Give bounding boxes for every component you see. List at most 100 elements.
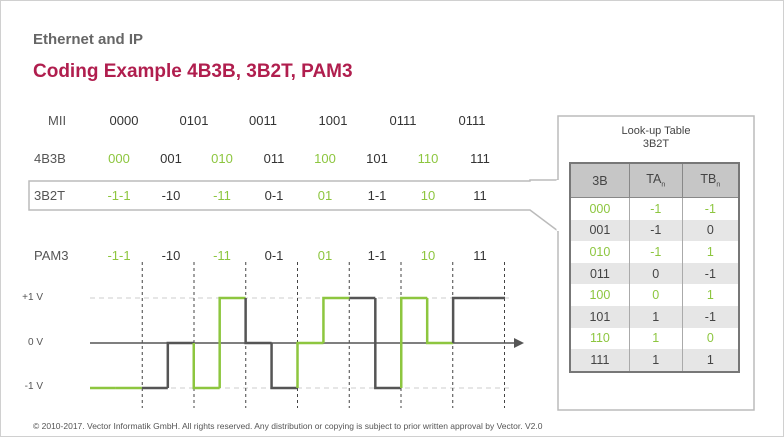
cell-3b: 111 bbox=[570, 349, 630, 372]
mii-code: 1001 bbox=[318, 113, 348, 128]
waveform-segment bbox=[374, 298, 402, 390]
cell-tb: 1 bbox=[682, 349, 740, 372]
3b2t-code: 0-1 bbox=[264, 188, 284, 203]
pam3-code: -1-1 bbox=[107, 248, 131, 263]
cell-ta: 0 bbox=[629, 262, 683, 285]
3b2t-code: 10 bbox=[420, 188, 436, 203]
voltage-label-plus1: +1 V bbox=[22, 292, 43, 303]
table-row: 010 -1 1 bbox=[570, 241, 740, 263]
cell-3b: 011 bbox=[570, 262, 630, 285]
col-header-3b-label: 3B bbox=[592, 173, 608, 188]
cell-tb: -1 bbox=[682, 305, 740, 328]
row-label-mii: MII bbox=[48, 113, 67, 128]
table-row: 111 1 1 bbox=[570, 349, 740, 372]
col-header-ta-sub: n bbox=[661, 181, 666, 189]
cell-ta: 1 bbox=[629, 327, 683, 350]
lookup-box bbox=[557, 115, 755, 411]
pam3-code: 10 bbox=[420, 248, 436, 263]
pam3-code: -11 bbox=[213, 248, 231, 263]
cell-ta: -1 bbox=[629, 241, 683, 263]
3b2t-code: 01 bbox=[317, 188, 333, 203]
cell-3b: 000 bbox=[570, 197, 630, 220]
4b3b-code: 000 bbox=[108, 151, 130, 166]
cell-ta: -1 bbox=[629, 219, 683, 242]
cell-ta: 1 bbox=[629, 349, 683, 372]
pam3-code: 1-1 bbox=[367, 248, 387, 263]
lookup-table: 3B TAn TBn 000 -1 -1 001 -1 0 010 -1 1 011 0 -1 … bbox=[569, 162, 740, 373]
waveform-segment bbox=[296, 341, 324, 388]
waveform-segment bbox=[270, 343, 298, 390]
4b3b-code: 011 bbox=[263, 151, 285, 166]
waveform-segment bbox=[192, 343, 220, 390]
waveform-segment bbox=[218, 296, 246, 388]
3b2t-code: 11 bbox=[473, 188, 487, 203]
col-header-ta: TAn bbox=[628, 162, 683, 198]
voltage-label-zero: 0 V bbox=[27, 337, 43, 348]
waveform-segment bbox=[244, 298, 272, 345]
col-header-tb-label: TB bbox=[700, 172, 717, 187]
pam3-code: 01 bbox=[317, 248, 333, 263]
col-header-3b: 3B bbox=[569, 162, 630, 198]
cell-tb: 1 bbox=[682, 241, 740, 263]
cell-3b: 110 bbox=[570, 327, 630, 350]
4b3b-code: 001 bbox=[160, 151, 182, 166]
lookup-title-line1: Look-up Table bbox=[621, 125, 691, 137]
table-row: 011 0 -1 bbox=[570, 262, 740, 285]
table-row: 100 0 1 bbox=[570, 284, 740, 306]
3b2t-code: -1-1 bbox=[107, 188, 131, 203]
cell-tb: -1 bbox=[682, 262, 740, 285]
cell-3b: 101 bbox=[570, 305, 630, 328]
copyright-footer: © 2010-2017. Vector Informatik GmbH. All… bbox=[33, 421, 543, 431]
table-row: 110 1 0 bbox=[570, 327, 740, 350]
3b2t-callout bbox=[28, 179, 559, 232]
pam3-waveform bbox=[90, 296, 505, 390]
4b3b-code: 100 bbox=[314, 151, 336, 166]
mii-code: 0101 bbox=[179, 113, 209, 128]
axis-arrow-icon bbox=[514, 338, 524, 348]
3b2t-code: 1-1 bbox=[367, 188, 387, 203]
cell-tb: 0 bbox=[682, 219, 740, 242]
row-label-pam3: PAM3 bbox=[34, 248, 69, 263]
pam3-code: -10 bbox=[161, 248, 181, 263]
cell-3b: 001 bbox=[570, 219, 630, 242]
table-row: 001 -1 0 bbox=[570, 219, 740, 242]
table-row: 101 1 -1 bbox=[570, 305, 740, 328]
lookup-title-line2: 3B2T bbox=[642, 138, 670, 150]
mii-code: 0011 bbox=[249, 113, 277, 128]
mii-code: 0111 bbox=[389, 113, 417, 128]
row-label-3b2t: 3B2T bbox=[34, 188, 66, 203]
cell-tb: 1 bbox=[682, 284, 740, 306]
waveform-segment bbox=[451, 296, 480, 343]
col-header-ta-label: TA bbox=[646, 172, 662, 187]
slide-title: Coding Example 4B3B, 3B2T, PAM3 bbox=[33, 61, 353, 82]
mii-code: 0000 bbox=[109, 113, 139, 128]
cell-tb: -1 bbox=[682, 197, 740, 220]
cell-3b: 100 bbox=[570, 284, 630, 306]
table-row: 000 -1 -1 bbox=[570, 197, 740, 220]
waveform-segment bbox=[400, 296, 428, 388]
cell-ta: 1 bbox=[629, 305, 683, 328]
voltage-label-minus1: -1 V bbox=[24, 381, 43, 392]
waveform-segment bbox=[166, 341, 194, 388]
4b3b-code: 110 bbox=[417, 151, 439, 166]
cell-3b: 010 bbox=[570, 241, 630, 263]
section-title: Ethernet and IP bbox=[33, 31, 144, 48]
row-label-4b3b: 4B3B bbox=[34, 151, 66, 166]
3b2t-code: -11 bbox=[213, 188, 231, 203]
waveform-segment bbox=[322, 296, 350, 343]
cell-ta: 0 bbox=[629, 284, 683, 306]
lookup-title: Look-up Table 3B2T bbox=[558, 125, 754, 151]
pam3-code: 0-1 bbox=[264, 248, 284, 263]
4b3b-code: 101 bbox=[366, 151, 388, 166]
4b3b-code: 010 bbox=[211, 151, 233, 166]
3b2t-code: -10 bbox=[161, 188, 181, 203]
cell-tb: 0 bbox=[682, 327, 740, 350]
4b3b-code: 111 bbox=[470, 151, 490, 166]
waveform-segment bbox=[425, 298, 454, 345]
pam3-code: 11 bbox=[473, 248, 487, 263]
col-header-tb: TBn bbox=[681, 162, 740, 198]
mii-code: 0111 bbox=[458, 113, 486, 128]
cell-ta: -1 bbox=[629, 197, 683, 220]
col-header-tb-sub: n bbox=[716, 181, 721, 189]
